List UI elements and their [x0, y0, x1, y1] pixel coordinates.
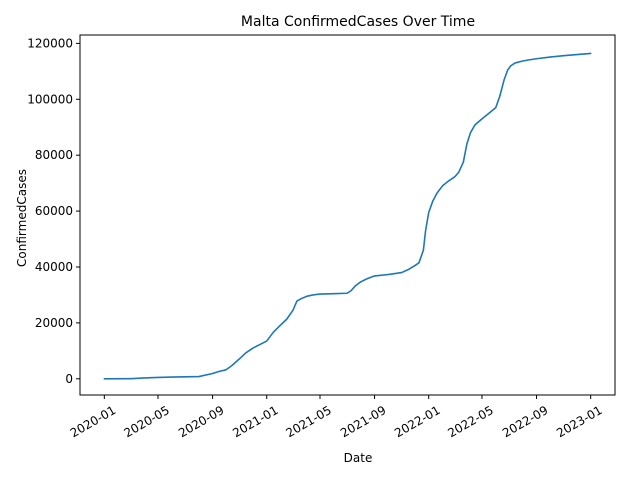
- x-tick-label: 2021-01: [230, 403, 280, 440]
- y-axis-title: ConfirmedCases: [15, 169, 29, 267]
- y-tick-label: 80000: [35, 148, 73, 162]
- series-line: [103, 52, 592, 380]
- plot-area: [79, 34, 616, 396]
- x-tick-label: 2021-05: [283, 403, 333, 440]
- y-tick-label: 100000: [27, 92, 73, 106]
- x-tick-label: 2022-05: [445, 403, 495, 440]
- x-axis: 2020-01 2020-05 2020-09 2021-01 2021-05 2021-…: [68, 395, 605, 440]
- x-tick-label: 2020-09: [176, 403, 226, 440]
- plot-frame: [79, 34, 616, 396]
- y-tick-label: 120000: [27, 36, 73, 50]
- x-tick-label: 2020-01: [68, 403, 118, 440]
- x-tick-label: 2023-01: [554, 403, 604, 440]
- y-tick-label: 20000: [35, 316, 73, 330]
- y-tick-label: 60000: [35, 204, 73, 218]
- chart-title: Malta ConfirmedCases Over Time: [241, 14, 475, 30]
- y-axis: 0 20000 40000 60000 80000 100000 120000: [27, 36, 80, 386]
- x-tick-label: 2020-05: [121, 403, 171, 440]
- x-tick-label: 2021-09: [338, 403, 388, 440]
- y-tick-label: 0: [65, 372, 73, 386]
- x-tick-label: 2022-01: [392, 403, 442, 440]
- x-tick-label: 2022-09: [500, 403, 550, 440]
- x-axis-title: Date: [344, 451, 373, 465]
- y-tick-label: 40000: [35, 260, 73, 274]
